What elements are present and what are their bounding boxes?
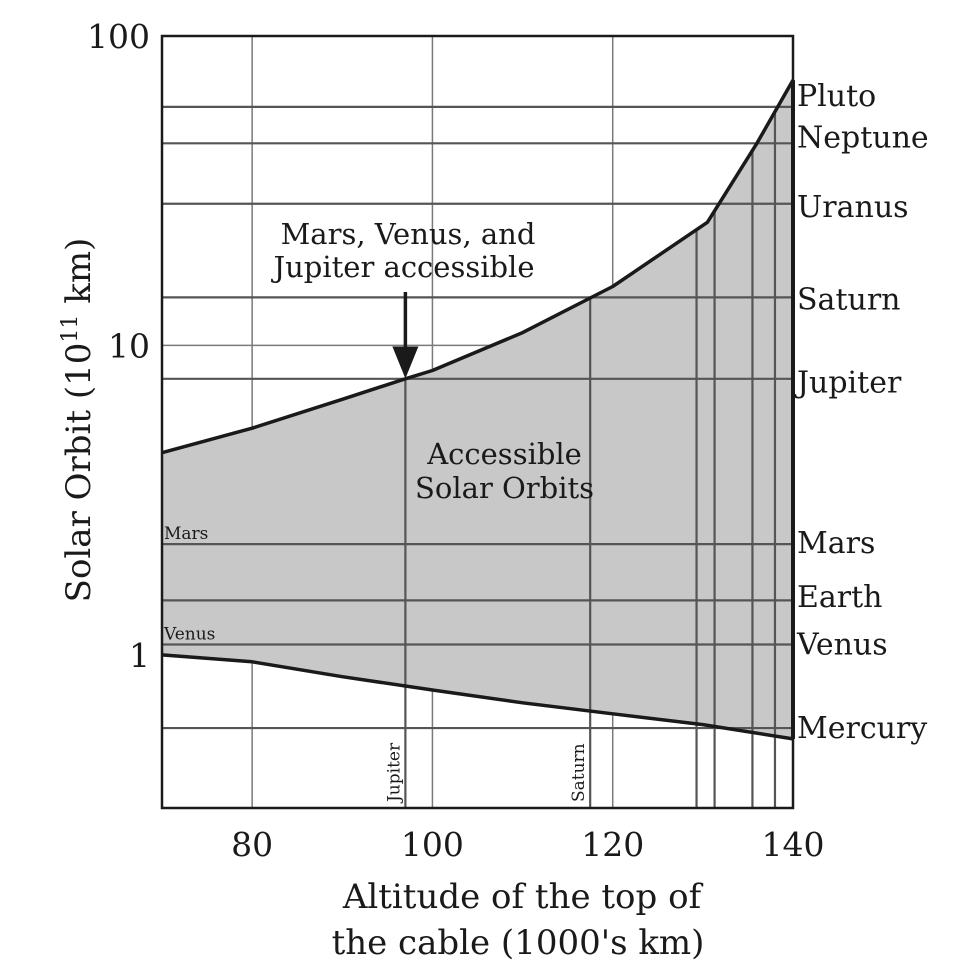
y-tick-label-1: 1 [129, 636, 150, 675]
plot-frame [160, 34, 795, 810]
planet-label-neptune: Neptune [797, 120, 929, 155]
y-axis-title: Solar Orbit (1011 km) [58, 238, 99, 603]
x-tick-label-140: 140 [762, 825, 825, 864]
x-tick-label-120: 120 [581, 825, 644, 864]
x-tick-label-80: 80 [231, 825, 273, 864]
y-tick-label-10: 10 [108, 326, 150, 365]
left-label-mars: Mars [164, 524, 208, 544]
x-axis-title-line-2: the cable (1000's km) [332, 923, 705, 963]
planet-label-jupiter: Jupiter [794, 365, 902, 400]
planet-label-uranus: Uranus [797, 190, 909, 225]
x-axis-title-line-1: Altitude of the top of [342, 877, 704, 917]
region-label-line-2: Solar Orbits [415, 471, 594, 505]
y-axis-title-exponent: 11 [58, 315, 83, 343]
x-axis-ticks: 80 100 120 140 [231, 825, 824, 864]
planet-label-saturn: Saturn [797, 282, 900, 317]
planet-label-venus: Venus [796, 628, 888, 663]
planet-label-earth: Earth [797, 580, 883, 615]
bottom-label-saturn: Saturn [569, 743, 589, 802]
upper-boundary-line [161, 79, 795, 455]
left-label-venus: Venus [163, 625, 215, 645]
annotation-line-1: Mars, Venus, and [281, 217, 536, 251]
lower-boundary-line [161, 653, 794, 741]
accessible-region [162, 80, 793, 739]
region-label: Accessible Solar Orbits [415, 437, 594, 505]
orbit-lines [162, 105, 793, 808]
y-axis-title-unit: km) [59, 238, 99, 315]
planet-labels: Pluto Neptune Uranus Saturn Jupiter Mars Earth… [794, 79, 929, 746]
annotation-line-2: Jupiter accessible [270, 250, 534, 284]
planet-label-mars: Mars [797, 526, 875, 561]
orbit-small-labels: Mars Venus Jupiter Saturn [163, 524, 589, 804]
region-label-line-1: Accessible [426, 437, 582, 471]
planet-label-mercury: Mercury [797, 711, 927, 746]
annotation: Mars, Venus, and Jupiter accessible [270, 217, 535, 379]
bottom-label-jupiter: Jupiter [384, 742, 404, 804]
x-tick-label-100: 100 [401, 825, 464, 864]
y-axis-title-main: Solar Orbit (10 [59, 343, 99, 603]
y-axis-ticks: 1 10 100 [87, 17, 150, 675]
planet-label-pluto: Pluto [797, 79, 876, 114]
annotation-arrow-head [392, 346, 419, 379]
y-tick-label-100: 100 [87, 17, 150, 56]
